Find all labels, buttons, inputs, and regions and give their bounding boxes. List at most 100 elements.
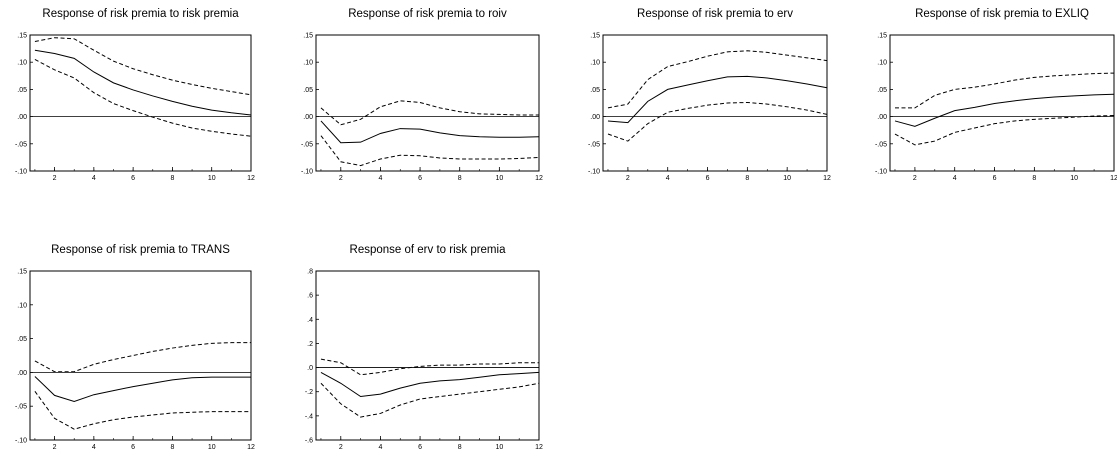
x-tick-label: 2: [339, 444, 343, 451]
series-upper-line: [34, 342, 251, 373]
x-tick-label: 6: [418, 175, 422, 182]
x-tick-label: 8: [458, 175, 462, 182]
series-lower-line: [894, 115, 1115, 146]
y-tick-label: .00: [303, 114, 313, 121]
chart-1: Response of risk premia to risk premia -.…: [15, 8, 255, 182]
y-tick-label: .2: [307, 341, 313, 348]
x-tick-label: 6: [706, 175, 710, 182]
x-tick-label: 2: [626, 175, 630, 182]
series-lower-line: [320, 382, 540, 418]
x-tick-label: 12: [535, 175, 543, 182]
series-response-line: [607, 75, 828, 124]
x-tick-label: 8: [170, 175, 174, 182]
chart-title: Response of erv to risk premia: [350, 244, 507, 256]
x-tick-label: 12: [1110, 175, 1117, 182]
x-tick-label: 10: [495, 444, 503, 451]
chart-title: Response of risk premia to EXLIQ: [915, 8, 1089, 20]
x-tick-label: 8: [1032, 175, 1036, 182]
x-tick-label: 6: [131, 175, 135, 182]
chart-title: Response of risk premia to TRANS: [51, 244, 230, 256]
plot-frame: [315, 34, 540, 172]
x-tick-label: 4: [92, 175, 96, 182]
y-tick-label: .15: [17, 33, 27, 40]
chart-3: Response of risk premia to erv -.10 -.05 .0…: [588, 8, 831, 182]
y-tick-label: -.4: [305, 413, 313, 420]
series-upper-line: [320, 100, 539, 126]
y-tick-label: .00: [17, 370, 27, 377]
series-upper-line: [34, 37, 252, 96]
y-tick-label: .6: [307, 293, 313, 300]
y-tick-label: .00: [17, 114, 27, 121]
x-tick-label: 2: [339, 175, 343, 182]
series-response-line: [34, 376, 251, 402]
x-tick-label: 4: [666, 175, 670, 182]
series-response-line: [320, 120, 540, 144]
chart-4: Response of risk premia to EXLIQ -.10 -.05…: [875, 8, 1117, 182]
y-tick-label: -.05: [588, 141, 600, 148]
x-tick-label: 4: [953, 175, 957, 182]
y-tick-label: -.05: [301, 141, 313, 148]
series-lower-line: [320, 135, 540, 167]
series-response-line: [34, 49, 252, 116]
y-tick-label: .10: [590, 60, 600, 67]
plot-frame: [315, 270, 540, 441]
y-tick-label: .15: [877, 33, 887, 40]
y-tick-label: -.6: [305, 438, 313, 445]
series-upper-line: [607, 50, 828, 109]
y-tick-label: .8: [307, 269, 313, 276]
x-tick-label: 4: [92, 444, 96, 451]
x-tick-label: 10: [208, 444, 216, 451]
plot-frame: [889, 34, 1115, 172]
series-response-line: [320, 371, 540, 398]
x-tick-label: 12: [247, 444, 255, 451]
y-tick-label: .10: [17, 302, 27, 309]
x-tick-label: 12: [535, 444, 543, 451]
x-tick-label: 10: [783, 175, 791, 182]
x-tick-label: 4: [378, 444, 382, 451]
x-tick-label: 10: [208, 175, 216, 182]
x-tick-label: 8: [745, 175, 749, 182]
plot-frame: [602, 34, 828, 172]
chart-5: Response of risk premia to TRANS -.10 -.05…: [15, 244, 255, 451]
series-lower-line: [607, 101, 828, 142]
series-upper-line: [894, 72, 1115, 109]
series-lower-line: [34, 59, 252, 137]
chart-2: Response of risk premia to roiv -.10 -.05.…: [301, 8, 543, 182]
x-tick-label: 8: [458, 444, 462, 451]
x-tick-label: 12: [247, 175, 255, 182]
chart-title: Response of risk premia to roiv: [348, 8, 507, 20]
plot-frame: [29, 270, 252, 441]
chart-title: Response of risk premia to erv: [637, 8, 793, 20]
y-tick-label: .4: [307, 317, 313, 324]
x-tick-label: 2: [913, 175, 917, 182]
x-tick-label: 10: [1070, 175, 1078, 182]
series-response-line: [894, 93, 1115, 127]
chart-title: Response of risk premia to risk premia: [42, 8, 239, 20]
y-tick-label: .00: [877, 114, 887, 121]
x-tick-label: 10: [495, 175, 503, 182]
y-tick-label: .15: [590, 33, 600, 40]
x-tick-label: 2: [53, 175, 57, 182]
x-tick-label: 6: [993, 175, 997, 182]
x-tick-label: 8: [170, 444, 174, 451]
y-tick-label: -.10: [301, 169, 313, 176]
y-tick-label: -.05: [875, 141, 887, 148]
y-tick-label: -.10: [588, 169, 600, 176]
x-tick-label: 6: [418, 444, 422, 451]
y-tick-label: .0: [307, 365, 313, 372]
y-tick-label: -.05: [15, 141, 27, 148]
chart-6: Response of erv to risk premia -.6 -.4 -.2.…: [305, 244, 543, 451]
series-upper-line: [320, 358, 539, 376]
y-tick-label: .10: [17, 60, 27, 67]
y-tick-label: .05: [877, 87, 887, 94]
y-tick-label: .05: [303, 87, 313, 94]
y-tick-label: -.10: [15, 169, 27, 176]
y-tick-label: -.2: [305, 389, 313, 396]
plot-frame: [29, 34, 252, 172]
y-tick-label: -.10: [875, 169, 887, 176]
y-tick-label: .15: [17, 269, 27, 276]
x-tick-label: 2: [53, 444, 57, 451]
y-tick-label: .15: [303, 33, 313, 40]
y-tick-label: .05: [590, 87, 600, 94]
y-tick-label: -.10: [15, 438, 27, 445]
